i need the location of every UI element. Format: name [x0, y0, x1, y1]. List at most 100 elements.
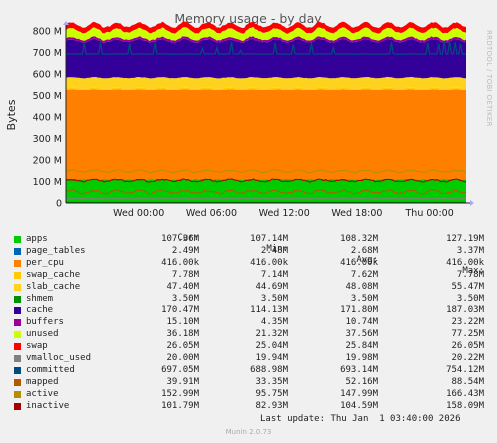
- legend-cur: 697.05M: [161, 364, 199, 375]
- legend-avg: 108.32M: [340, 234, 378, 244]
- col-avg: Avg:: [356, 255, 378, 265]
- legend-label: vmalloc_used: [26, 353, 92, 363]
- x-tick-label: Wed 12:00: [259, 208, 310, 219]
- legend-min: 688.98M: [250, 364, 288, 375]
- legend-max: 7.78M: [456, 269, 484, 280]
- y-tick-label: 100 M: [33, 177, 62, 188]
- legend-avg: 7.62M: [350, 269, 378, 280]
- legend-avg: 147.99M: [340, 388, 378, 399]
- legend-row-page_tables: page_tables 2.49M 2.48M 2.68M 3.37M: [0, 246, 497, 257]
- legend-cur: 416.00k: [161, 257, 199, 268]
- legend-label: active: [26, 388, 59, 399]
- legend-label: inactive: [26, 400, 70, 411]
- legend-swatch: [14, 331, 21, 339]
- legend-cur: 3.50M: [171, 293, 199, 304]
- legend-max: 88.54M: [451, 376, 484, 387]
- legend-row-active: active 152.99M 95.75M 147.99M 166.43M: [0, 389, 497, 400]
- legend-label: page_tables: [26, 245, 86, 256]
- legend-cur: 47.40M: [166, 281, 199, 292]
- area-buffers: [66, 36, 466, 43]
- legend-max: 127.19M: [446, 234, 484, 244]
- legend-min: 7.14M: [260, 269, 288, 280]
- rrdtool-credit: RRDTOOL / TOBI OETIKER: [485, 30, 493, 127]
- legend-row-shmem: shmem 3.50M 3.50M 3.50M 3.50M: [0, 294, 497, 305]
- legend-avg: 416.00k: [340, 257, 378, 268]
- legend-swatch: [14, 355, 21, 362]
- area-per_cpu: [66, 89, 466, 180]
- legend-swatch: [14, 259, 21, 267]
- legend-row-vmalloc_used: vmalloc_used 20.00M 19.94M 19.98M 20.22M: [0, 353, 497, 364]
- legend-cur: 26.05M: [166, 341, 199, 352]
- chart-title: Memory usage - by day: [174, 11, 322, 26]
- x-tick-label: Thu 00:00: [405, 208, 454, 219]
- last-update: Last update: Thu Jan 1 03:40:00 2026: [260, 414, 461, 424]
- y-axis-label: Bytes: [5, 99, 18, 130]
- legend-cur: 39.91M: [166, 376, 199, 387]
- legend-swatch: [14, 271, 21, 279]
- legend-row-committed: committed 697.05M 688.98M 693.14M 754.12M: [0, 365, 497, 376]
- legend-avg: 3.50M: [350, 293, 378, 304]
- legend-max: 55.47M: [451, 281, 484, 292]
- legend-cur: 7.78M: [171, 269, 199, 280]
- y-tick-label: 0: [56, 199, 62, 210]
- x-tick-label: Wed 06:00: [186, 208, 237, 219]
- legend-row-buffers: buffers 15.10M 4.35M 10.74M 23.22M: [0, 317, 497, 328]
- legend-label: shmem: [26, 293, 54, 304]
- legend-min: 44.69M: [255, 281, 288, 292]
- legend-label: buffers: [26, 317, 64, 328]
- legend-swatch: [14, 378, 21, 386]
- legend-cur: 152.99M: [161, 388, 199, 399]
- legend-min: 19.94M: [255, 353, 288, 363]
- y-tick-label: 700 M: [33, 48, 62, 59]
- legend-swatch: [14, 366, 21, 374]
- line-active: [65, 169, 467, 174]
- legend-row-swap_cache: swap_cache 7.78M 7.14M 7.62M 7.78M: [0, 270, 497, 281]
- legend-swatch: [14, 390, 21, 398]
- legend-avg: 48.08M: [345, 281, 378, 292]
- legend-min: 2.48M: [260, 245, 288, 256]
- legend-avg: 693.14M: [340, 364, 378, 375]
- legend-swatch: [14, 236, 21, 243]
- x-tick-label: Wed 00:00: [113, 208, 164, 219]
- area-slab_cache: [66, 76, 466, 89]
- memory-chart: Memory usage - by day Bytes RRDTOOL / TO…: [5, 11, 493, 219]
- area-apps: [66, 179, 466, 203]
- legend-cur: 36.18M: [166, 329, 199, 340]
- y-tick-label: 800 M: [33, 27, 62, 38]
- legend-swatch: [14, 402, 21, 410]
- x-axis-arrow: [470, 200, 474, 206]
- legend-max: 158.09M: [446, 400, 484, 411]
- legend-label: apps: [26, 234, 48, 244]
- legend-max: 26.05M: [451, 341, 484, 352]
- legend-avg: 104.59M: [340, 400, 378, 411]
- legend-label: slab_cache: [26, 281, 81, 292]
- legend-max: 166.43M: [446, 388, 484, 399]
- legend-min: 95.75M: [255, 388, 288, 399]
- legend-max: 20.22M: [451, 353, 484, 363]
- y-tick-label: 500 M: [33, 91, 62, 102]
- legend-avg: 10.74M: [345, 317, 378, 328]
- line-inactive: [65, 178, 466, 183]
- legend-max: 187.03M: [446, 305, 484, 316]
- legend-header: Cur: Min: Avg: Max:: [0, 222, 497, 276]
- col-min: Min:: [266, 244, 288, 254]
- legend-min: 107.14M: [250, 234, 288, 244]
- area-swap: [66, 21, 466, 34]
- legend-min: 25.04M: [255, 341, 288, 352]
- legend-swatch: [14, 343, 21, 351]
- legend-max: 754.12M: [446, 364, 484, 375]
- legend-row-per_cpu: per_cpu 416.00k 416.00k 416.00k 416.00k: [0, 258, 497, 269]
- legend-avg: 52.16M: [345, 376, 378, 387]
- line-mapped: [65, 188, 467, 195]
- legend-row-swap: swap 26.05M 25.04M 25.84M 26.05M: [0, 341, 497, 352]
- legend-cur: 2.49M: [171, 245, 199, 256]
- area-swap_cache: [66, 87, 466, 90]
- munin-version: Munin 2.0.73: [225, 428, 272, 436]
- legend-avg: 19.98M: [345, 353, 378, 363]
- legend-row-slab_cache: slab_cache 47.40M 44.69M 48.08M 55.47M: [0, 282, 497, 293]
- legend-swatch: [14, 307, 21, 315]
- legend-swatch: [14, 295, 21, 303]
- legend-swatch: [14, 283, 21, 291]
- legend-cur: 170.47M: [161, 305, 199, 316]
